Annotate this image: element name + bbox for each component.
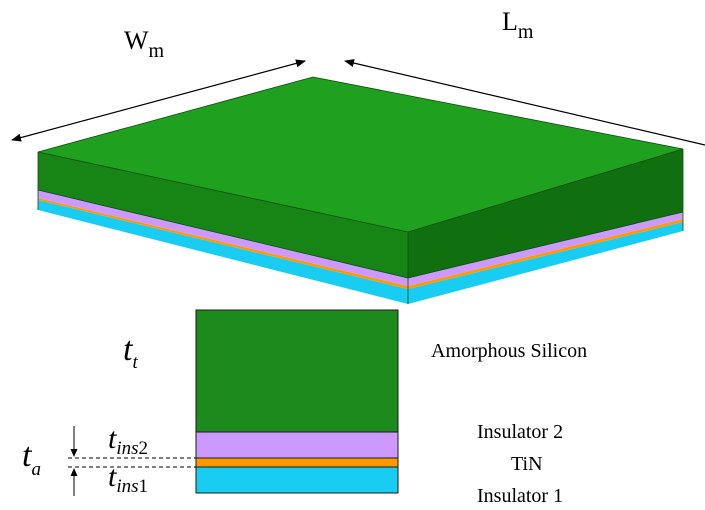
layer-label-insulator2: Insulator 2	[477, 421, 563, 443]
slab-insulator2-side	[408, 212, 683, 286]
slab-tin-side	[408, 219, 683, 289]
layer-label-tin: TiN	[511, 453, 543, 475]
slab-3d	[37, 76, 684, 304]
width-label: Wm	[124, 26, 165, 62]
cross-section-insulator2	[195, 431, 399, 459]
layer-label-amorphous-silicon: Amorphous Silicon	[431, 340, 587, 362]
slab-insulator2-front	[38, 190, 408, 286]
t-a-label: ta	[22, 437, 41, 480]
width-arrow	[11, 59, 306, 142]
slab-tin-front	[38, 198, 408, 289]
layer-label-insulator1: Insulator 1	[477, 485, 563, 507]
cross-section-insulator1	[195, 466, 399, 494]
cross-section	[195, 309, 399, 494]
cross-section-amorphous-silicon	[195, 309, 399, 433]
length-label: Lm	[502, 7, 534, 43]
length-arrow	[344, 59, 705, 146]
slab-insulator1-side	[408, 222, 683, 304]
t-ins2-label: tins2	[108, 422, 148, 459]
t-t-label: tt	[123, 331, 138, 373]
slab-green-front	[38, 152, 408, 278]
slab-green-side	[408, 149, 683, 278]
slab-insulator1-front	[38, 200, 408, 304]
cross-section-tin	[195, 457, 399, 468]
t-ins1-label: tins1	[108, 460, 148, 497]
